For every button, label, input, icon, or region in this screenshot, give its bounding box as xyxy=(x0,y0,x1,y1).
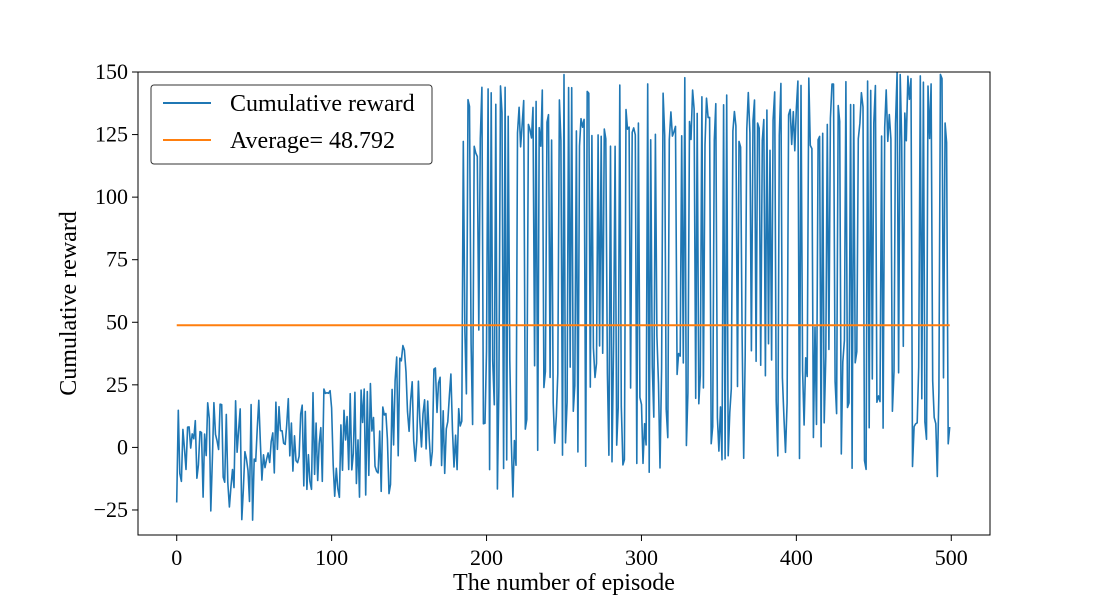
y-tick-label: 75 xyxy=(106,247,128,272)
series-layer xyxy=(175,71,951,521)
series-line-cumulative-reward xyxy=(175,71,951,521)
y-tick-label: 150 xyxy=(95,59,128,84)
legend-label-average: Average= 48.792 xyxy=(230,128,395,154)
x-tick-label: 0 xyxy=(171,545,182,570)
x-tick-label: 200 xyxy=(470,545,503,570)
y-tick-label: 25 xyxy=(106,372,128,397)
ticks-layer: 0 100 200 300 400 500 −25 0 25 50 75 100 125 150 xyxy=(94,59,968,570)
x-tick-label: 300 xyxy=(625,545,658,570)
y-tick-label: 0 xyxy=(117,434,128,459)
y-tick-label: 125 xyxy=(95,122,128,147)
y-tick-label: 50 xyxy=(106,309,128,334)
plot-area-frame xyxy=(137,71,991,536)
legend-box xyxy=(150,84,433,165)
legend-label-cumulative-reward: Cumulative reward xyxy=(230,91,415,117)
y-tick-label: −25 xyxy=(94,497,128,522)
y-tick-label: 100 xyxy=(95,184,128,209)
x-tick-label: 400 xyxy=(780,545,813,570)
x-axis-label: The number of episode xyxy=(453,570,675,596)
x-tick-label: 500 xyxy=(935,545,968,570)
y-axis-label: Cumulative reward xyxy=(56,211,82,396)
legend: Cumulative reward Average= 48.792 xyxy=(150,84,433,165)
x-tick-label: 100 xyxy=(315,545,348,570)
